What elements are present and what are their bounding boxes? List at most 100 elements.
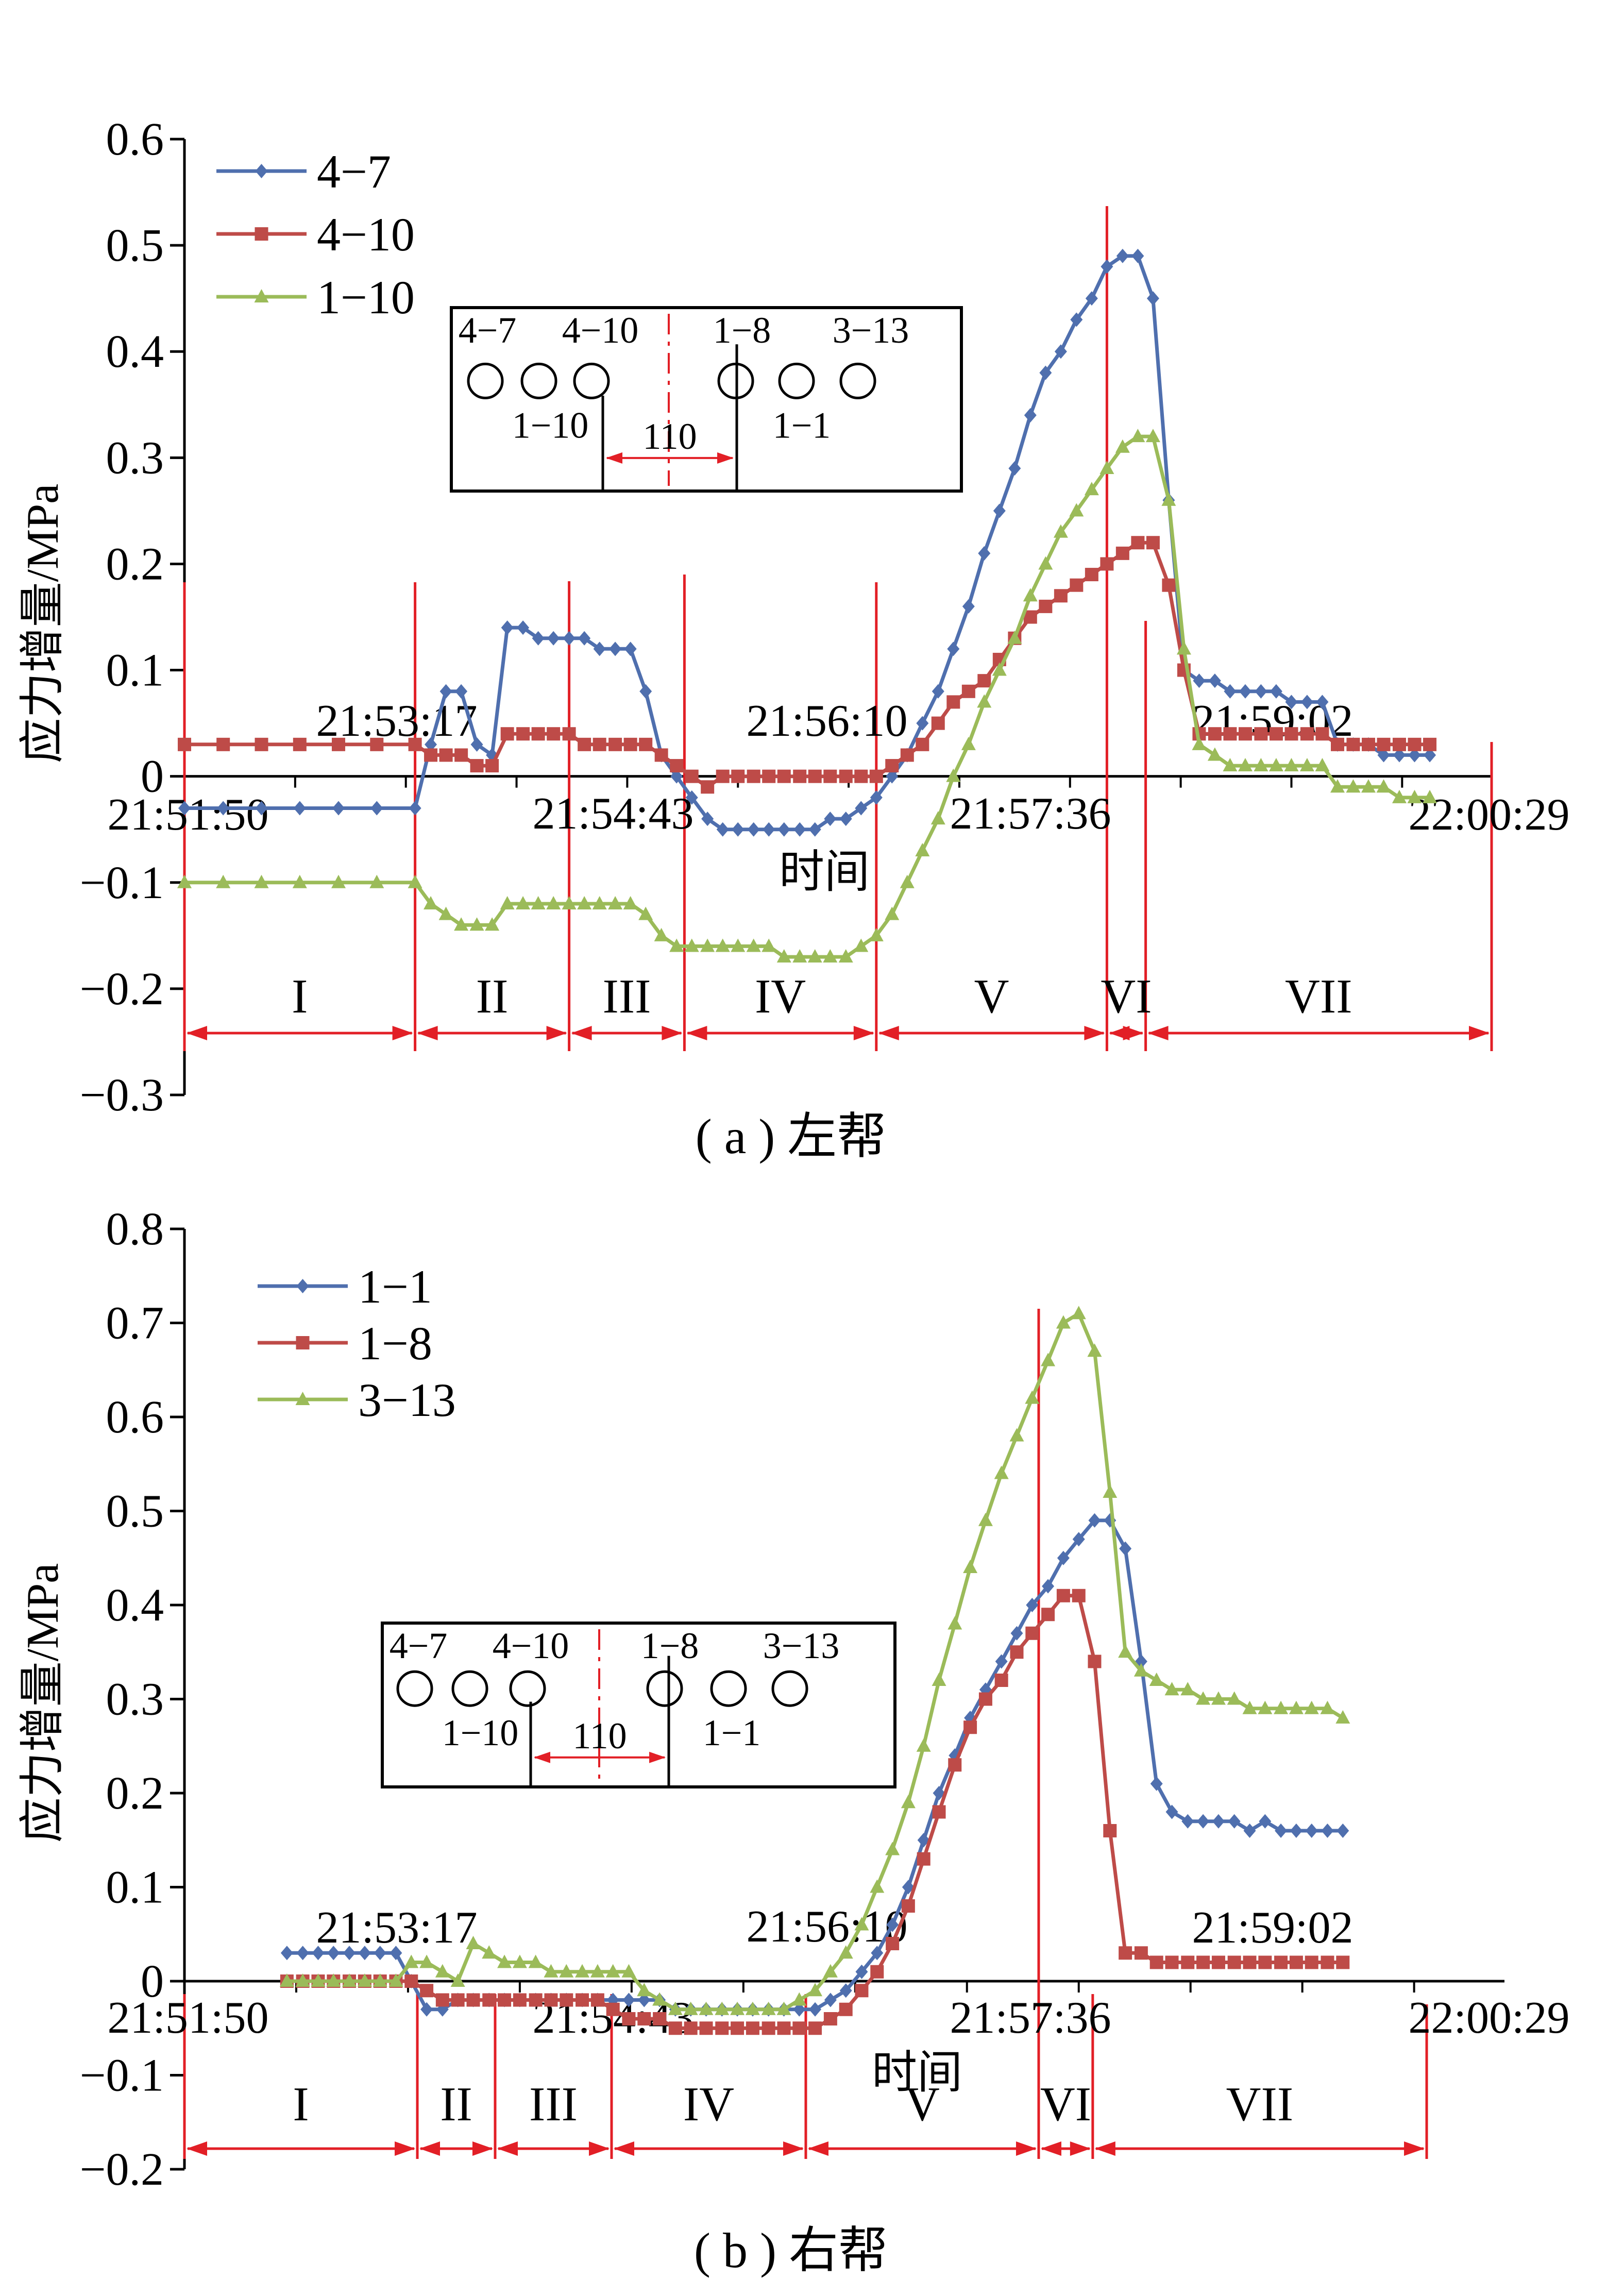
data-point [1377, 737, 1391, 751]
data-point [357, 1973, 372, 1987]
data-point [1258, 1955, 1272, 1969]
data-point [1361, 737, 1375, 751]
data-point [482, 1993, 496, 2007]
data-point [994, 1465, 1009, 1479]
data-point [420, 2002, 433, 2017]
data-point [1242, 1700, 1257, 1714]
data-point [1316, 695, 1329, 710]
data-point [1070, 578, 1084, 592]
data-point [885, 1842, 900, 1855]
data-point [654, 927, 669, 941]
inset-borehole-label: 1−8 [641, 1625, 699, 1666]
inset-borehole-label: 1−10 [442, 1712, 519, 1753]
phase-label: III [529, 2078, 578, 2131]
data-point [1115, 546, 1129, 560]
data-point [808, 769, 822, 783]
phase-arrow-head-left [1040, 2141, 1061, 2156]
data-point [776, 2001, 791, 2015]
data-point [885, 759, 899, 773]
data-point [1393, 748, 1406, 763]
data-point [731, 769, 745, 783]
data-point [1072, 1532, 1085, 1547]
data-point [762, 769, 776, 783]
phase-arrow-head-right [662, 1026, 683, 1040]
data-point [1145, 429, 1160, 443]
data-point [792, 949, 807, 963]
data-point [470, 737, 483, 752]
y-tick-label: 0.1 [106, 645, 164, 696]
data-point [745, 2001, 760, 2015]
phase-label: I [292, 970, 308, 1023]
data-point [497, 1954, 512, 1968]
y-tick-label: 0.3 [106, 1674, 164, 1725]
data-point [946, 695, 960, 709]
data-point [280, 1946, 293, 1961]
borehole-circle [467, 362, 504, 399]
time-label: 21:51:50 [108, 1993, 269, 2043]
data-point [1299, 758, 1314, 772]
data-point [807, 949, 822, 963]
data-point [343, 1946, 356, 1961]
data-point [699, 2001, 714, 2015]
data-point [547, 631, 560, 646]
data-point [1285, 695, 1298, 710]
data-point [1254, 727, 1268, 741]
data-point [485, 917, 500, 931]
borehole-circle [509, 1670, 546, 1707]
data-point [653, 2012, 667, 2025]
data-point [1207, 747, 1222, 761]
data-point [1315, 758, 1330, 772]
data-point [501, 620, 514, 635]
data-point [1331, 737, 1345, 751]
data-point [855, 1964, 868, 1979]
data-point [1408, 737, 1422, 751]
data-point [947, 641, 960, 656]
data-point [592, 896, 607, 909]
data-point [1026, 1598, 1039, 1612]
data-point [870, 1879, 885, 1893]
data-point [1099, 460, 1114, 474]
data-point [670, 769, 683, 784]
phase-arrow-head-left [1094, 2141, 1115, 2156]
data-point [901, 1899, 915, 1913]
data-point [1290, 1824, 1302, 1838]
data-point [715, 2001, 730, 2015]
data-point [388, 1973, 403, 1987]
data-point [1042, 1579, 1055, 1594]
data-point [1115, 439, 1130, 453]
data-point [854, 769, 868, 783]
data-point [638, 906, 653, 920]
data-point [178, 801, 191, 816]
data-point [544, 1964, 559, 1978]
data-point [669, 938, 684, 952]
data-point [1284, 727, 1298, 741]
data-point [425, 737, 437, 752]
data-point [623, 896, 638, 909]
data-point [1269, 727, 1283, 741]
data-point [516, 896, 531, 909]
phase-arrow-head-right [1016, 2141, 1037, 2156]
phase-label: III [603, 970, 651, 1023]
data-point [638, 1993, 651, 2007]
data-point [1423, 789, 1437, 803]
borehole-circle [396, 1670, 433, 1707]
phase-label: V [905, 2078, 940, 2131]
data-point [217, 801, 230, 816]
data-point [1239, 684, 1251, 699]
data-point [279, 1973, 294, 1987]
data-point [1346, 779, 1361, 793]
data-point [978, 1512, 993, 1526]
data-point [793, 2002, 806, 2017]
data-point [716, 769, 730, 783]
data-point [1361, 779, 1376, 793]
data-point [1321, 1824, 1334, 1838]
data-point [776, 949, 791, 963]
data-point [685, 769, 699, 783]
data-point [1305, 1824, 1318, 1838]
data-point [869, 769, 883, 783]
data-point [1208, 727, 1222, 741]
data-point [746, 938, 761, 952]
y-tick-label: 0.2 [106, 1768, 164, 1819]
data-point [962, 599, 975, 614]
data-point [470, 759, 484, 773]
